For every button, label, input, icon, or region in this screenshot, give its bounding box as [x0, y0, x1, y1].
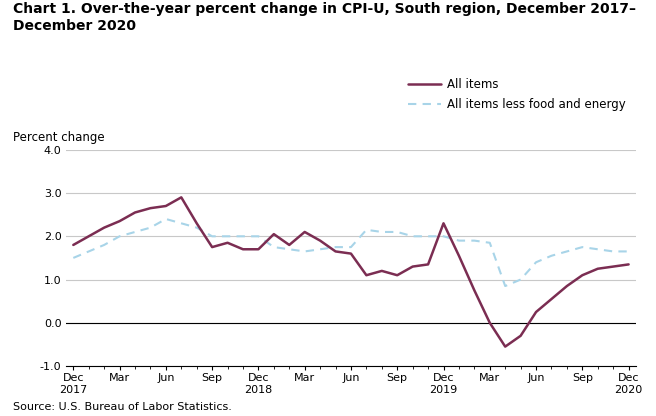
All items less food and energy [270, 245, 277, 250]
Line: All items: All items [73, 197, 628, 347]
All items [470, 288, 478, 293]
All items less food and energy [470, 238, 478, 243]
All items less food and energy [239, 234, 247, 239]
Text: Chart 1. Over-the-year percent change in CPI-U, South region, December 2017–
Dec: Chart 1. Over-the-year percent change in… [13, 2, 636, 33]
All items less food and energy [316, 247, 324, 252]
All items less food and energy [146, 225, 154, 230]
All items [239, 247, 247, 252]
All items [270, 232, 277, 237]
All items [517, 333, 525, 338]
All items less food and energy [486, 240, 494, 245]
All items less food and energy [501, 284, 509, 289]
All items [363, 273, 371, 278]
All items [300, 230, 308, 235]
All items less food and energy [409, 234, 417, 239]
All items [625, 262, 632, 267]
All items [193, 221, 201, 226]
All items [115, 219, 123, 224]
All items less food and energy [115, 234, 123, 239]
All items [255, 247, 262, 252]
All items less food and energy [331, 245, 339, 250]
All items less food and energy [162, 216, 170, 221]
All items less food and energy [424, 234, 432, 239]
All items [347, 251, 355, 256]
All items [177, 195, 185, 200]
All items [594, 266, 602, 271]
Line: All items less food and energy: All items less food and energy [73, 219, 628, 286]
All items [285, 243, 293, 248]
All items [563, 284, 571, 289]
All items less food and energy [394, 230, 401, 235]
All items [131, 210, 139, 215]
All items less food and energy [532, 260, 540, 265]
Text: Source: U.S. Bureau of Labor Statistics.: Source: U.S. Bureau of Labor Statistics. [13, 402, 232, 412]
All items [100, 225, 108, 230]
All items less food and energy [455, 238, 463, 243]
All items [548, 297, 556, 302]
All items less food and energy [300, 249, 308, 254]
All items less food and energy [347, 245, 355, 250]
All items less food and energy [517, 277, 525, 282]
All items less food and energy [440, 234, 447, 239]
All items less food and energy [285, 247, 293, 252]
All items less food and energy [563, 249, 571, 254]
All items less food and energy [193, 225, 201, 230]
All items less food and energy [378, 230, 386, 235]
All items [440, 221, 447, 226]
All items less food and energy [255, 234, 262, 239]
All items less food and energy [363, 227, 371, 232]
All items less food and energy [177, 221, 185, 226]
Legend: All items, All items less food and energy: All items, All items less food and energ… [403, 74, 630, 116]
All items [501, 344, 509, 349]
All items less food and energy [594, 247, 602, 252]
All items less food and energy [85, 249, 92, 254]
All items less food and energy [224, 234, 232, 239]
All items less food and energy [548, 253, 556, 258]
All items less food and energy [579, 245, 586, 250]
All items [409, 264, 417, 269]
All items [162, 203, 170, 208]
All items [455, 253, 463, 258]
All items [609, 264, 617, 269]
All items less food and energy [208, 234, 216, 239]
All items [424, 262, 432, 267]
Text: Percent change: Percent change [13, 131, 105, 144]
All items less food and energy [70, 255, 77, 260]
All items [316, 238, 324, 243]
All items [378, 268, 386, 273]
All items [224, 240, 232, 245]
All items [394, 273, 401, 278]
All items [532, 310, 540, 314]
All items [70, 243, 77, 248]
All items [579, 273, 586, 278]
All items less food and energy [625, 249, 632, 254]
All items [486, 320, 494, 325]
All items [146, 206, 154, 210]
All items [331, 249, 339, 254]
All items less food and energy [100, 243, 108, 248]
All items [85, 234, 92, 239]
All items less food and energy [609, 249, 617, 254]
All items [208, 245, 216, 250]
All items less food and energy [131, 230, 139, 235]
